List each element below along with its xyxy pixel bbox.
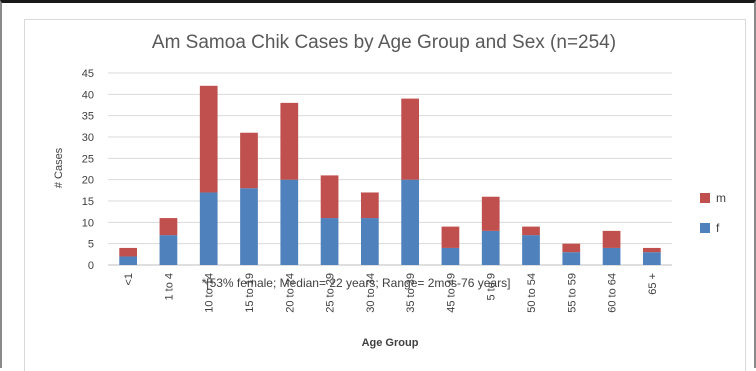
legend-label-f: f	[716, 221, 720, 235]
bar-f	[562, 252, 581, 265]
bar-f	[441, 247, 460, 265]
bar-m	[602, 230, 621, 248]
bar-m	[119, 247, 138, 257]
bar-m	[320, 175, 339, 219]
chart-panel	[24, 19, 746, 371]
y-tick-label: 5	[88, 239, 94, 251]
bar-f	[159, 235, 178, 265]
bars	[119, 85, 661, 265]
bar-m	[360, 192, 379, 219]
x-tick-label: 55 to 59	[566, 273, 578, 313]
y-tick-label: 15	[82, 196, 94, 208]
chart-title: Am Samoa Chik Cases by Age Group and Sex…	[152, 32, 616, 53]
y-tick-label: 0	[88, 260, 94, 272]
bar-m	[562, 243, 581, 253]
bar-m	[199, 85, 218, 193]
x-tick-label: 65 +	[647, 273, 659, 295]
x-tick-label: 25 to 29	[325, 273, 337, 313]
x-tick-label: 5 to 9	[486, 273, 498, 301]
x-tick-label: 20 to 24	[284, 273, 296, 313]
y-tick-label: 20	[82, 175, 94, 187]
bar-f	[522, 235, 540, 265]
bar-m	[481, 196, 500, 231]
bar-f	[320, 218, 339, 265]
x-tick-label: 10 to 14	[204, 273, 216, 313]
bar-m	[642, 247, 661, 253]
legend: mf	[700, 191, 726, 235]
legend-label-m: m	[716, 191, 726, 205]
bar-f	[602, 247, 621, 265]
bar-m	[522, 226, 540, 236]
legend-swatch-f	[700, 223, 710, 233]
y-tick-label: 35	[82, 111, 94, 123]
y-tick-label: 45	[82, 68, 94, 80]
gridlines	[108, 72, 672, 266]
bar-f	[360, 218, 379, 265]
x-tick-label: <1	[123, 273, 135, 286]
bar-f	[481, 230, 500, 265]
bar-m	[280, 102, 299, 180]
y-axis-ticks: 0 5 10 15 20 25 30 35 40 45	[82, 68, 94, 272]
y-tick-label: 25	[82, 153, 94, 165]
x-tick-label: 45 to 49	[445, 273, 457, 313]
bar-f	[240, 188, 258, 265]
bar-m	[441, 226, 460, 248]
bar-f	[280, 179, 299, 265]
bar-m	[159, 218, 178, 236]
y-tick-label: 10	[82, 217, 94, 229]
bar-f	[119, 256, 138, 265]
bar-m	[401, 98, 420, 180]
x-tick-label: 60 to 64	[607, 273, 619, 313]
bar-f	[199, 192, 218, 265]
legend-swatch-m	[700, 193, 710, 203]
x-tick-label: 1 to 4	[163, 273, 175, 301]
x-axis-label: Age Group	[362, 337, 419, 349]
x-axis-ticks: <1 1 to 4 10 to 14 15 to 19 20 to 24 25 to 29…	[123, 273, 659, 313]
x-tick-label: 50 to 54	[526, 273, 538, 313]
x-tick-label: 30 to 34	[365, 273, 377, 313]
bar-m	[240, 132, 258, 189]
chart-annotation: *[53% female; Median= 22 years; Range= 2…	[202, 276, 511, 290]
x-tick-label: 15 to 19	[244, 273, 256, 313]
x-tick-label: 35 to 39	[405, 273, 417, 313]
y-tick-label: 40	[82, 89, 94, 101]
y-axis-label: # Cases	[53, 147, 65, 188]
bar-f	[401, 179, 420, 265]
bar-f	[642, 252, 661, 265]
y-tick-label: 30	[82, 132, 94, 144]
